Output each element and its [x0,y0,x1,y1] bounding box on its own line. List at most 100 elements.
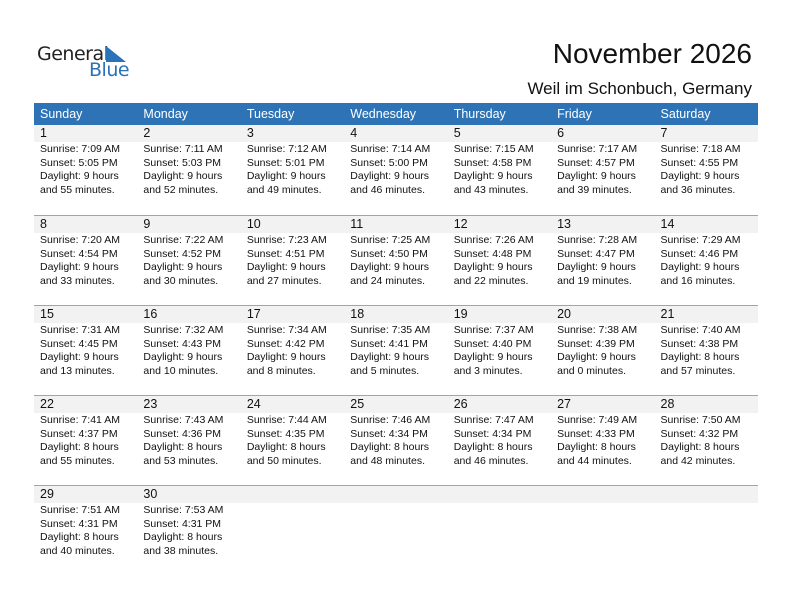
sunrise-text: Sunrise: 7:31 AM [40,324,120,336]
sunset-text: Sunset: 4:34 PM [350,427,428,440]
day-cell: Sunrise: 7:41 AM Sunset: 4:37 PM Daylight:… [34,413,137,468]
day-cell: Sunrise: 7:20 AM Sunset: 4:54 PM Daylight:… [34,233,137,288]
sunset-text: Sunset: 4:40 PM [453,337,532,350]
minutes-text: and 57 minutes. [660,364,736,377]
day-number: 27 [557,397,572,411]
day-number: 13 [557,217,572,231]
sunset-text: Sunset: 4:51 PM [246,247,325,260]
day-number: 25 [350,397,365,411]
minutes-text: and 0 minutes. [557,364,626,377]
daylight-text: Daylight: 8 hours [143,441,223,453]
day-cell [344,503,447,558]
day-cell: Sunrise: 7:22 AM Sunset: 4:52 PM Daylight:… [137,233,240,288]
day-number: 4 [350,126,358,140]
day-number: 18 [350,307,365,321]
weekday-header: Sunday Monday Tuesday Wednesday Thursday Frid… [34,103,758,125]
day-cell: Sunrise: 7:44 AM Sunset: 4:35 PM Daylight:… [241,413,344,468]
daylight-text: Daylight: 9 hours [350,170,430,182]
sunrise-text: Sunrise: 7:17 AM [557,143,638,155]
minutes-text: and 8 minutes. [246,364,316,377]
day-cell: Sunrise: 7:38 AM Sunset: 4:39 PM Daylight:… [551,323,654,378]
day-cell: Sunrise: 7:40 AM Sunset: 4:38 PM Daylight:… [655,323,758,378]
minutes-text: and 36 minutes. [660,183,736,196]
sunrise-text: Sunrise: 7:38 AM [557,324,638,336]
week-row: 29 30 Sunrise: 7:51 AM Sunset: 4:31 PM Dayli… [34,485,758,575]
daylight-text: Daylight: 8 hours [40,441,119,453]
sunrise-text: Sunrise: 7:37 AM [453,324,534,336]
minutes-text: and 53 minutes. [143,454,219,467]
day-number: 29 [40,487,54,501]
sunset-text: Sunset: 4:58 PM [453,156,532,169]
day-number-bar: 15 16 17 18 19 20 21 [34,305,758,323]
empty-day [551,486,654,503]
sunset-text: Sunset: 4:33 PM [557,427,635,440]
day-number: 5 [453,126,461,140]
sunset-text: Sunset: 4:50 PM [350,247,428,260]
logo-text-general: General [37,43,109,65]
week-row: 1 2 3 4 5 6 7 Sunrise: 7:09 AM Sunset: 5:05 PM Da… [34,125,758,215]
daylight-text: Daylight: 8 hours [40,531,119,543]
day-cell: Sunrise: 7:34 AM Sunset: 4:42 PM Daylight:… [241,323,344,378]
sunset-text: Sunset: 4:32 PM [660,427,739,440]
sunrise-text: Sunrise: 7:15 AM [453,143,534,155]
sunrise-text: Sunrise: 7:29 AM [660,234,741,246]
minutes-text: and 49 minutes. [246,183,322,196]
sunrise-text: Sunrise: 7:44 AM [246,414,327,426]
day-cell [551,503,654,558]
logo-text-blue: Blue [89,59,130,81]
day-number-bar: 22 23 24 25 26 27 28 [34,395,758,413]
location-subtitle: Weil im Schonbuch, Germany [527,79,752,98]
minutes-text: and 43 minutes. [453,183,529,196]
sunset-text: Sunset: 4:57 PM [557,156,635,169]
sunset-text: Sunset: 4:42 PM [246,337,325,350]
minutes-text: and 30 minutes. [143,274,219,287]
daylight-text: Daylight: 8 hours [660,441,740,453]
minutes-text: and 42 minutes. [660,454,736,467]
empty-day [241,486,344,503]
day-number: 2 [143,126,151,140]
day-number: 23 [143,397,158,411]
daylight-text: Daylight: 8 hours [246,441,326,453]
week-row: 8 9 10 11 12 13 14 Sunrise: 7:20 AM Sunset: 4:54… [34,215,758,305]
sunrise-text: Sunrise: 7:26 AM [453,234,534,246]
daylight-text: Daylight: 8 hours [350,441,430,453]
sunrise-text: Sunrise: 7:43 AM [143,414,224,426]
sunset-text: Sunset: 5:05 PM [40,156,118,169]
day-cell [448,503,551,558]
day-cell: Sunrise: 7:14 AM Sunset: 5:00 PM Daylight:… [344,142,447,197]
daylight-text: Daylight: 9 hours [453,261,533,273]
day-cell: Sunrise: 7:50 AM Sunset: 4:32 PM Daylight:… [655,413,758,468]
day-cell: Sunrise: 7:26 AM Sunset: 4:48 PM Daylight:… [448,233,551,288]
minutes-text: and 46 minutes. [350,183,425,196]
minutes-text: and 55 minutes. [40,454,115,467]
day-cell: Sunrise: 7:51 AM Sunset: 4:31 PM Daylight:… [34,503,137,558]
weekday-wednesday: Wednesday [350,107,417,121]
sunrise-text: Sunrise: 7:41 AM [40,414,120,426]
empty-day [448,486,551,503]
day-cell: Sunrise: 7:49 AM Sunset: 4:33 PM Daylight:… [551,413,654,468]
sunrise-text: Sunrise: 7:40 AM [660,324,741,336]
minutes-text: and 22 minutes. [453,274,529,287]
daylight-text: Daylight: 9 hours [557,351,636,363]
sunrise-text: Sunrise: 7:11 AM [143,143,223,155]
sunset-text: Sunset: 4:39 PM [557,337,635,350]
daylight-text: Daylight: 8 hours [660,351,740,363]
day-number: 24 [246,397,261,411]
sunset-text: Sunset: 4:41 PM [350,337,428,350]
day-cell: Sunrise: 7:35 AM Sunset: 4:41 PM Daylight:… [344,323,447,378]
day-cell: Sunrise: 7:43 AM Sunset: 4:36 PM Daylight:… [137,413,240,468]
daylight-text: Daylight: 9 hours [40,351,119,363]
day-cell: Sunrise: 7:31 AM Sunset: 4:45 PM Daylight:… [34,323,137,378]
sunrise-text: Sunrise: 7:23 AM [246,234,327,246]
minutes-text: and 48 minutes. [350,454,425,467]
day-number: 9 [143,217,151,231]
sunrise-text: Sunrise: 7:35 AM [350,324,431,336]
page-title: November 2026 [552,38,752,69]
day-number-bar: 29 30 [34,485,758,503]
day-number-bar: 8 9 10 11 12 13 14 [34,215,758,233]
day-number: 6 [557,126,565,140]
daylight-text: Daylight: 9 hours [143,261,223,273]
sunrise-text: Sunrise: 7:28 AM [557,234,638,246]
sunrise-text: Sunrise: 7:12 AM [246,143,327,155]
day-number: 8 [40,217,47,231]
